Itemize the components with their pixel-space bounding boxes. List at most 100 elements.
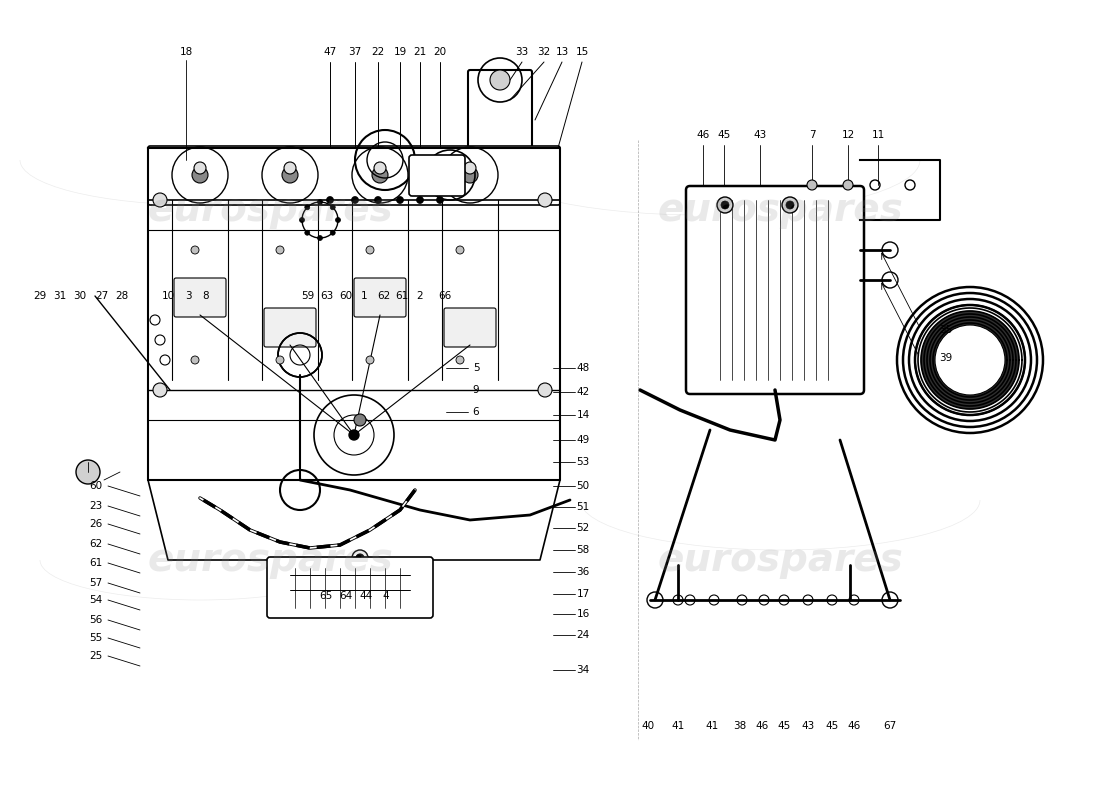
- Text: 43: 43: [754, 130, 767, 140]
- Text: 57: 57: [89, 578, 102, 588]
- Circle shape: [438, 163, 462, 187]
- Text: 60: 60: [89, 481, 102, 491]
- FancyBboxPatch shape: [148, 146, 560, 205]
- Text: 67: 67: [883, 721, 896, 731]
- Text: 63: 63: [320, 291, 333, 301]
- Circle shape: [191, 356, 199, 364]
- Text: 28: 28: [116, 291, 129, 301]
- Circle shape: [366, 246, 374, 254]
- Circle shape: [76, 460, 100, 484]
- Text: 61: 61: [89, 558, 102, 568]
- Text: 32: 32: [538, 47, 551, 57]
- Circle shape: [782, 197, 797, 213]
- Text: 27: 27: [96, 291, 109, 301]
- Text: 60: 60: [340, 291, 353, 301]
- Circle shape: [284, 162, 296, 174]
- Circle shape: [464, 162, 476, 174]
- Text: 2: 2: [417, 291, 424, 301]
- Circle shape: [396, 197, 404, 203]
- Text: 55: 55: [89, 633, 102, 643]
- Circle shape: [538, 193, 552, 207]
- Circle shape: [538, 383, 552, 397]
- Text: 40: 40: [641, 721, 654, 731]
- Circle shape: [349, 430, 359, 440]
- Circle shape: [921, 311, 1019, 409]
- Text: 11: 11: [871, 130, 884, 140]
- Text: 33: 33: [516, 47, 529, 57]
- Text: 64: 64: [340, 591, 353, 601]
- Text: 47: 47: [323, 47, 337, 57]
- Text: 66: 66: [439, 291, 452, 301]
- Text: 45: 45: [717, 130, 730, 140]
- Circle shape: [282, 167, 298, 183]
- Text: 15: 15: [575, 47, 589, 57]
- Circle shape: [717, 197, 733, 213]
- Circle shape: [336, 218, 341, 222]
- Text: 34: 34: [576, 665, 590, 675]
- Circle shape: [356, 554, 364, 562]
- Circle shape: [276, 356, 284, 364]
- Text: 45: 45: [778, 721, 791, 731]
- Text: 31: 31: [54, 291, 67, 301]
- Circle shape: [374, 197, 382, 203]
- FancyBboxPatch shape: [267, 557, 433, 618]
- Circle shape: [330, 205, 336, 210]
- Text: 1: 1: [361, 291, 367, 301]
- Circle shape: [437, 197, 443, 203]
- Text: 9: 9: [473, 385, 480, 395]
- Text: 39: 39: [939, 353, 953, 363]
- FancyBboxPatch shape: [686, 186, 864, 394]
- FancyBboxPatch shape: [354, 278, 406, 317]
- Text: 29: 29: [33, 291, 46, 301]
- Text: eurospares: eurospares: [657, 541, 903, 579]
- Circle shape: [935, 325, 1005, 395]
- Text: 42: 42: [576, 387, 590, 397]
- Text: 41: 41: [671, 721, 684, 731]
- Circle shape: [305, 205, 310, 210]
- Circle shape: [276, 246, 284, 254]
- Text: 49: 49: [576, 435, 590, 445]
- Text: 59: 59: [301, 291, 315, 301]
- Circle shape: [318, 199, 322, 205]
- Text: 51: 51: [576, 502, 590, 512]
- Circle shape: [194, 162, 206, 174]
- Text: 58: 58: [576, 545, 590, 555]
- Circle shape: [318, 235, 322, 241]
- Text: 4: 4: [383, 591, 389, 601]
- Text: 46: 46: [756, 721, 769, 731]
- Text: 65: 65: [319, 591, 332, 601]
- Text: eurospares: eurospares: [147, 541, 393, 579]
- Text: 7: 7: [808, 130, 815, 140]
- Circle shape: [153, 193, 167, 207]
- Text: 19: 19: [394, 47, 407, 57]
- Text: 37: 37: [349, 47, 362, 57]
- Text: 25: 25: [89, 651, 102, 661]
- Text: 61: 61: [395, 291, 408, 301]
- Circle shape: [374, 162, 386, 174]
- Text: 30: 30: [74, 291, 87, 301]
- Text: 20: 20: [433, 47, 447, 57]
- Circle shape: [191, 246, 199, 254]
- Circle shape: [462, 167, 478, 183]
- Text: 45: 45: [825, 721, 838, 731]
- Text: 23: 23: [89, 501, 102, 511]
- Text: 48: 48: [576, 363, 590, 373]
- Text: 62: 62: [377, 291, 390, 301]
- Circle shape: [786, 201, 794, 209]
- Text: 50: 50: [576, 481, 590, 491]
- Text: 26: 26: [89, 519, 102, 529]
- Text: 12: 12: [842, 130, 855, 140]
- Circle shape: [843, 180, 852, 190]
- Text: 62: 62: [89, 539, 102, 549]
- FancyBboxPatch shape: [444, 308, 496, 347]
- Circle shape: [330, 230, 336, 235]
- Text: 52: 52: [576, 523, 590, 533]
- Text: 3: 3: [185, 291, 191, 301]
- Circle shape: [354, 414, 366, 426]
- Text: 56: 56: [89, 615, 102, 625]
- Text: 13: 13: [556, 47, 569, 57]
- Text: 43: 43: [802, 721, 815, 731]
- Text: 6: 6: [473, 407, 480, 417]
- Text: 46: 46: [847, 721, 860, 731]
- Text: 10: 10: [162, 291, 175, 301]
